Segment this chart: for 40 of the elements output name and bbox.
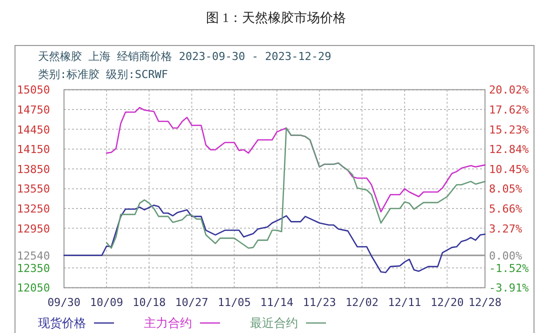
y-tick-label: 14150	[16, 143, 50, 156]
y-tick-label: 13550	[16, 182, 50, 196]
legend-label: 现货价格	[38, 316, 86, 330]
y-tick-label: 14450	[16, 123, 50, 136]
x-tick-label: 11/23	[302, 296, 336, 309]
x-tick-label: 11/05	[218, 296, 251, 309]
x-tick-label: 12/11	[388, 296, 422, 309]
x-tick-label: 12/20	[430, 296, 464, 309]
legend-label: 最近合约	[250, 316, 298, 330]
y-tick-label: 14750	[16, 104, 50, 116]
y2-tick-label: 17.62%	[489, 104, 530, 117]
y2-tick-label: 5.66%	[489, 202, 522, 216]
line-series	[63, 204, 486, 274]
x-tick-label: 10/27	[175, 296, 208, 309]
x-tick-label: 10/18	[132, 296, 166, 309]
x-tick-label: 11/14	[260, 296, 294, 309]
y-tick-label: 12540	[16, 249, 50, 262]
x-tick-label: 12/28	[468, 296, 502, 309]
chart-subtitle: 天然橡胶 上海 经销商价格 2023-09-30 - 2023-12-29 类别:标准胶 级别:SCRWF	[38, 50, 332, 81]
y2-tick-label: -3.91%	[489, 282, 530, 295]
y2-tick-label: 20.02%	[489, 84, 530, 97]
y2-tick-label: 10.45%	[489, 162, 530, 176]
x-tick-label: 12/02	[345, 296, 379, 309]
y-tick-label: 13850	[16, 162, 50, 176]
y-tick-label: 15050	[16, 84, 50, 97]
x-tick-label: 10/09	[90, 296, 124, 309]
legend-label: 主力合约	[144, 316, 192, 330]
y-tick-label: 13250	[16, 202, 50, 216]
y2-tick-label: 12.84%	[489, 143, 530, 156]
y2-tick-label: 0.00%	[489, 249, 522, 262]
chart-title: 图 1：天然橡胶市场价格	[206, 10, 346, 25]
x-tick-label: 09/30	[47, 296, 81, 309]
line-series	[106, 127, 486, 249]
y2-tick-label: 15.23%	[489, 123, 530, 136]
y-tick-label: 12350	[16, 262, 50, 275]
y2-tick-label: 3.27%	[489, 222, 522, 236]
y-tick-label: 12950	[16, 222, 50, 236]
y2-tick-label: -1.52%	[489, 262, 530, 275]
y-tick-label: 12050	[16, 282, 50, 295]
y2-tick-label: 8.05%	[489, 182, 522, 196]
